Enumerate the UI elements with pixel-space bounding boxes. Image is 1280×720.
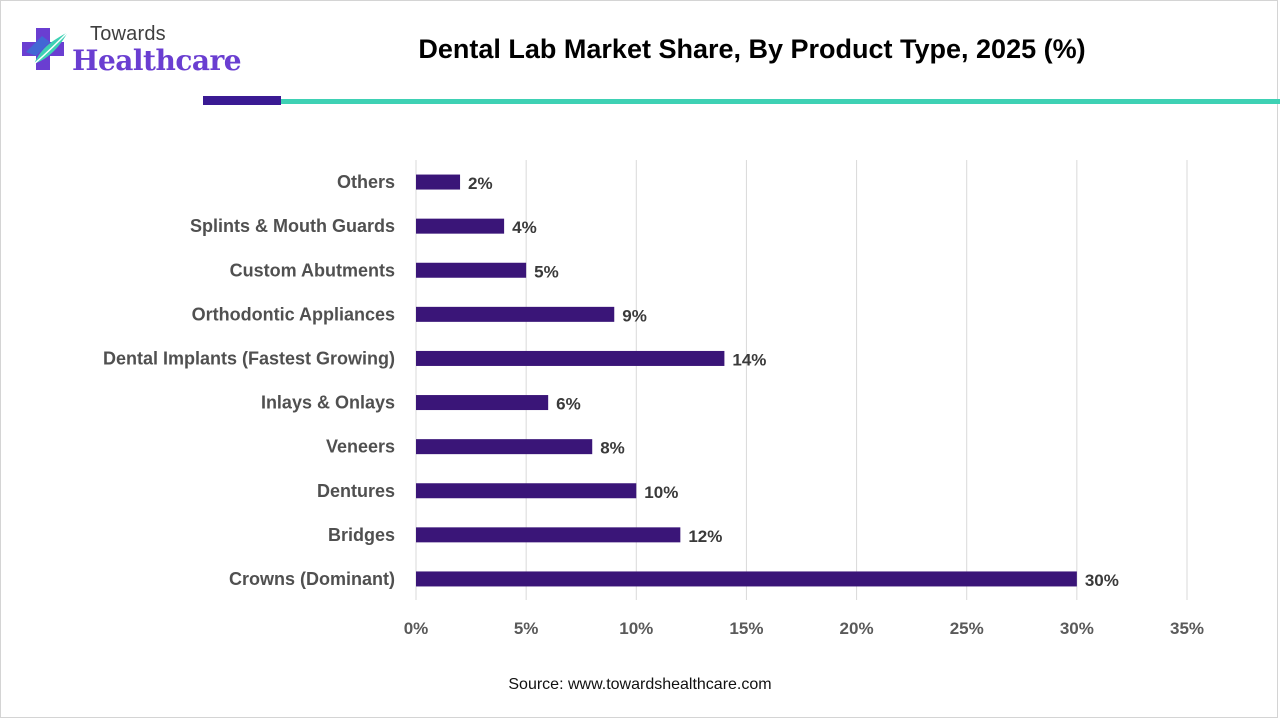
- bar: [416, 439, 593, 455]
- x-tick-label: 5%: [514, 619, 539, 638]
- bar: [416, 483, 637, 499]
- x-tick-label: 20%: [840, 619, 874, 638]
- category-label: Custom Abutments: [230, 260, 395, 280]
- x-axis-ticks: 0% 5% 10% 15% 20% 25% 30% 35%: [404, 619, 1204, 638]
- category-label: Orthodontic Appliances: [192, 304, 395, 324]
- value-label: 12%: [688, 527, 722, 546]
- header-rule-accent: [203, 96, 281, 105]
- value-label: 30%: [1085, 571, 1119, 590]
- brand-logo: Towards Healthcare: [20, 22, 250, 82]
- bar: [416, 174, 461, 190]
- category-label: Veneers: [326, 437, 395, 457]
- x-tick-label: 35%: [1170, 619, 1204, 638]
- bar: [416, 262, 527, 278]
- value-labels: 2% 4% 5% 9% 14% 6% 8% 10% 12% 30%: [468, 174, 1119, 590]
- bar: [416, 306, 615, 322]
- category-label: Inlays & Onlays: [261, 393, 395, 413]
- source-note: Source: www.towardshealthcare.com: [508, 676, 772, 693]
- header-rule: [281, 99, 1280, 104]
- medical-cross-icon: [22, 28, 69, 70]
- x-tick-label: 25%: [950, 619, 984, 638]
- category-label: Dental Implants (Fastest Growing): [103, 348, 395, 368]
- chart-title: Dental Lab Market Share, By Product Type…: [418, 34, 1086, 64]
- category-label: Dentures: [317, 481, 395, 501]
- category-label: Others: [337, 172, 395, 192]
- value-label: 5%: [534, 262, 559, 281]
- value-label: 6%: [556, 395, 581, 414]
- bar: [416, 395, 549, 411]
- value-label: 10%: [644, 483, 678, 502]
- brand-big-text: Healthcare: [72, 44, 242, 77]
- bar: [416, 218, 505, 234]
- category-label: Bridges: [328, 525, 395, 545]
- x-tick-label: 30%: [1060, 619, 1094, 638]
- brand-small-text: Towards: [90, 23, 166, 45]
- x-tick-label: 0%: [404, 619, 429, 638]
- category-label: Crowns (Dominant): [229, 569, 395, 589]
- category-label: Splints & Mouth Guards: [190, 216, 395, 236]
- bar: [416, 350, 725, 366]
- value-label: 2%: [468, 174, 493, 193]
- x-tick-label: 15%: [729, 619, 763, 638]
- value-label: 9%: [622, 306, 647, 325]
- category-labels: Others Splints & Mouth Guards Custom Abutm…: [103, 172, 395, 589]
- bar: [416, 571, 1077, 587]
- bar: [416, 527, 681, 543]
- value-label: 14%: [732, 350, 766, 369]
- value-label: 8%: [600, 439, 625, 458]
- bars: [416, 174, 1077, 587]
- value-label: 4%: [512, 218, 537, 237]
- x-tick-label: 10%: [619, 619, 653, 638]
